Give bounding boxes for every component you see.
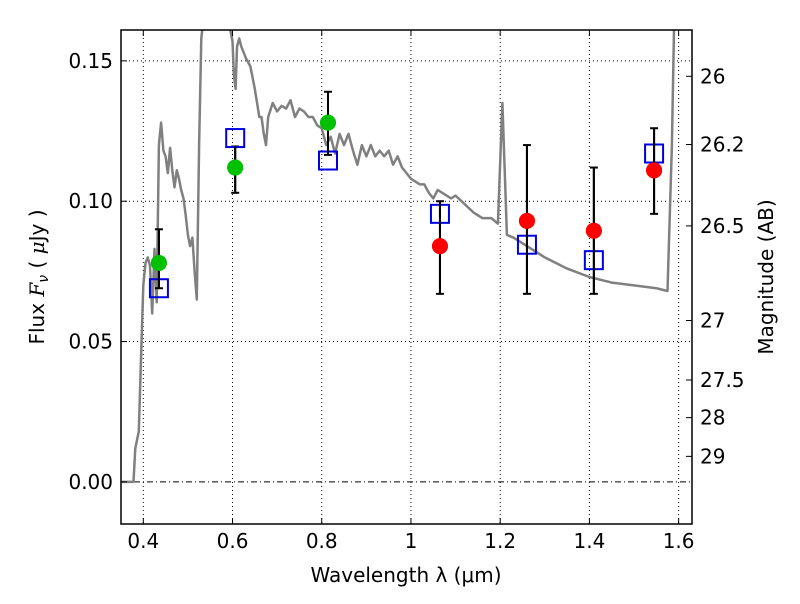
y2-tick-label: 26.2 (700, 133, 745, 157)
y-tick-label: 0.05 (68, 330, 113, 354)
model-sed-line (121, 30, 676, 484)
x-tick-label: 0.6 (217, 529, 249, 553)
y2-axis-ticks: 26 26.2 26.5 27 27.5 28 29 (686, 64, 745, 468)
x-tick-label: 0.4 (127, 529, 159, 553)
y2-tick-label: 29 (700, 444, 725, 468)
y-tick-label: 0.00 (68, 470, 113, 494)
y2-tick-label: 27.5 (700, 368, 745, 392)
y-tick-label: 0.15 (68, 49, 113, 73)
plot-frame (120, 29, 693, 525)
y-axis-label-sub: ν (36, 275, 52, 283)
y2-axis-label: Magnitude (AB) (754, 199, 778, 354)
y2-tick-label: 27 (700, 309, 725, 333)
observed-hst-green-point-overlay (319, 114, 336, 131)
series-clip-group (121, 30, 676, 484)
y-axis-ticks: 0.00 0.05 0.10 0.15 (68, 49, 127, 494)
x-tick-label: 1.4 (573, 529, 605, 553)
observed-red-point-overlay (518, 212, 535, 229)
x-tick-label: 0.8 (306, 529, 338, 553)
observed-red-point-overlay (431, 238, 448, 255)
y2-tick-label: 26.5 (700, 214, 745, 238)
x-tick-label: 1.6 (663, 529, 695, 553)
y2-tick-label: 26 (700, 64, 725, 88)
x-axis-label: Wavelength λ (μm) (310, 563, 501, 587)
y-axis-label-mu: μ (25, 241, 49, 254)
x-tick-label: 1.2 (484, 529, 516, 553)
y-tick-label: 0.10 (68, 189, 113, 213)
observed-red-point-overlay (646, 162, 663, 179)
y-axis-label-post: ( (25, 254, 49, 275)
grid (121, 30, 692, 524)
observed-hst-green-point-overlay (227, 159, 244, 176)
y-axis-label: Flux Fν ( μJy ) (25, 209, 52, 344)
y-axis-label-var: F (25, 282, 49, 298)
plot-series (121, 30, 676, 484)
x-tick-label: 1 (405, 529, 418, 553)
observed-red-point-overlay (585, 222, 602, 239)
model-photometry-point (225, 128, 246, 149)
observed-hst-green-point-overlay (150, 254, 167, 271)
x-axis-ticks: 0.4 0.6 0.8 1 1.2 1.4 1.6 (127, 30, 695, 553)
y-axis-label-pre: Flux (25, 297, 49, 345)
y-axis-label-unit: Jy ) (25, 209, 49, 243)
y2-tick-label: 28 (700, 406, 725, 430)
